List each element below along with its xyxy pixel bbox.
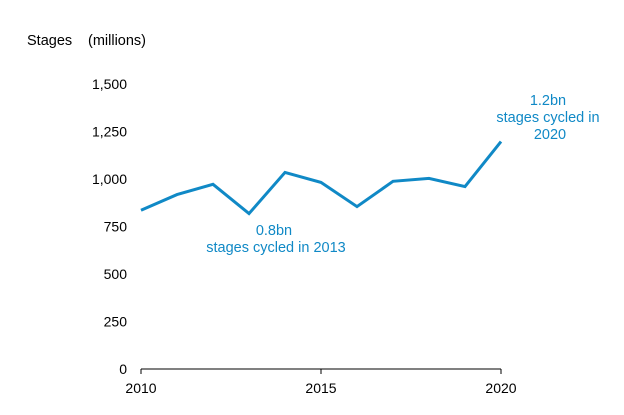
y-tick-label: 500 — [104, 266, 128, 282]
y-tick-label: 1,250 — [92, 124, 127, 140]
series-layer — [140, 140, 503, 216]
y-tick-label: 1,500 — [92, 76, 127, 92]
y-tick-label: 750 — [104, 219, 128, 235]
annotation-2020-value: 1.2bn — [530, 93, 566, 109]
annotation-2020-year: 2020 — [534, 127, 566, 143]
series-line-0 — [140, 140, 503, 216]
x-tick-label: 2020 — [485, 380, 516, 396]
x-axis-ticks: 2010 2015 2020 — [125, 369, 517, 396]
y-tick-label: 0 — [119, 361, 127, 377]
annotation-2020: 1.2bn stages cycled in 2020 — [496, 93, 603, 143]
annotation-2013: 0.8bn stages cycled in 2013 — [206, 223, 345, 256]
y-axis-unit: (millions) — [88, 33, 146, 49]
y-axis-ticks: 0 250 500 750 1,000 1,250 1,500 — [92, 76, 127, 377]
y-axis-title: Stages — [27, 33, 72, 49]
annotation-2013-value: 0.8bn — [256, 223, 292, 239]
annotation-2020-text: stages cycled in — [496, 110, 599, 126]
x-tick-label: 2015 — [305, 380, 336, 396]
y-tick-label: 1,000 — [92, 171, 127, 187]
x-tick-label: 2010 — [125, 380, 156, 396]
annotation-2013-text: stages cycled in 2013 — [206, 240, 345, 256]
y-tick-label: 250 — [104, 314, 128, 330]
